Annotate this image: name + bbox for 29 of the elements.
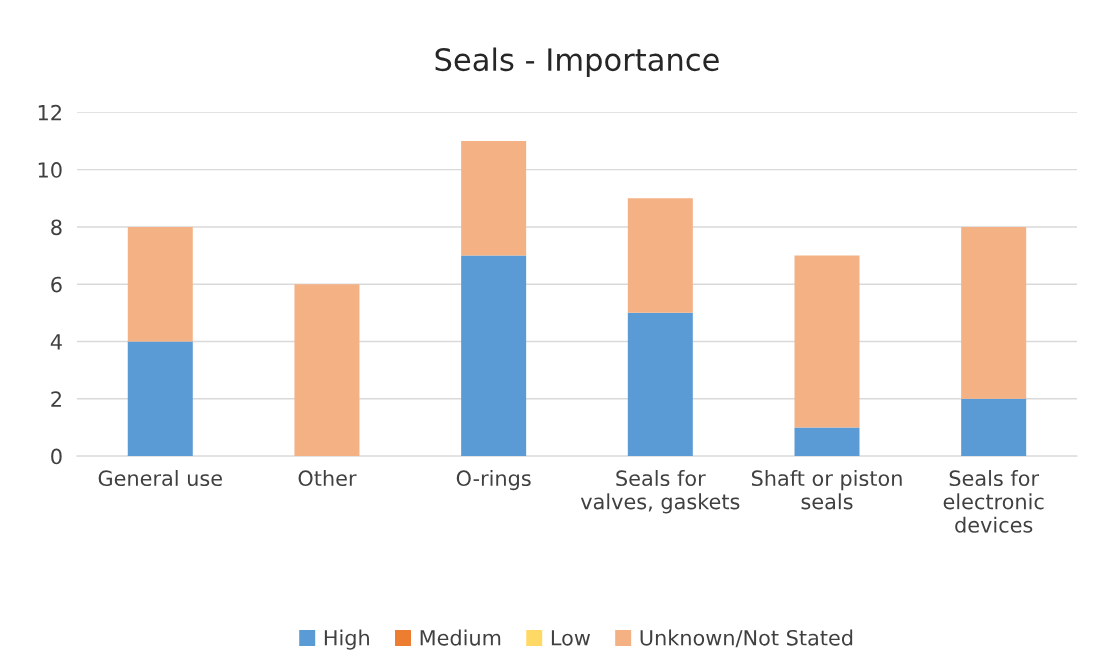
x-tick-label: Seals for valves, gaskets <box>580 469 740 514</box>
y-tick-label: 0 <box>51 448 62 465</box>
bar <box>294 284 360 457</box>
legend-label: Medium <box>420 629 501 646</box>
bar <box>794 427 860 457</box>
bar <box>794 255 860 428</box>
legend-label: High <box>324 629 369 650</box>
y-tick-label: 8 <box>51 219 62 236</box>
bar <box>627 198 693 313</box>
bar <box>127 226 193 342</box>
x-tick-label: O-rings <box>456 469 531 491</box>
bar <box>961 226 1027 399</box>
x-tick-label: Other <box>298 469 357 487</box>
x-tick-label: General use <box>98 469 222 487</box>
bar <box>461 255 527 457</box>
chart-title: Seals - Importance <box>435 47 719 78</box>
y-tick-label: 2 <box>51 391 61 407</box>
y-tick-label: 12 <box>38 104 61 121</box>
y-tick-label: 10 <box>38 162 62 178</box>
bar <box>627 312 693 457</box>
legend-label: Unknown/Not Stated <box>640 629 853 648</box>
legend-label: Low <box>551 630 591 646</box>
bar <box>127 341 193 457</box>
bar <box>461 141 527 256</box>
y-tick-label: 6 <box>51 276 62 293</box>
y-tick-label: 4 <box>50 334 62 350</box>
x-tick-label: Seals for electronic devices <box>943 469 1044 533</box>
x-tick-label: Shaft or piston seals <box>751 469 902 510</box>
bar <box>961 398 1027 457</box>
